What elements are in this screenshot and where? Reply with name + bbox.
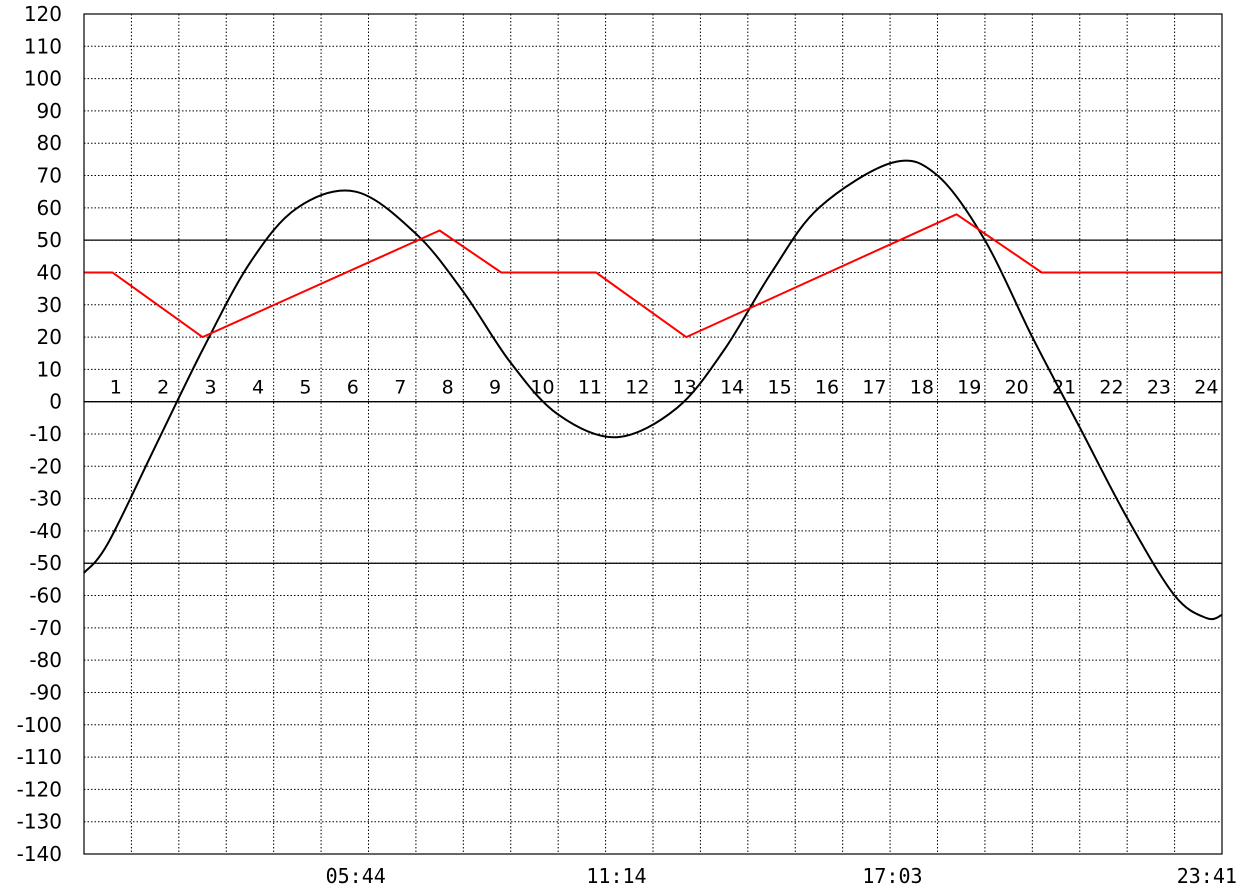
y-tick-label: 20 [37, 325, 62, 349]
time-label: 17:03 [862, 864, 922, 888]
y-tick-label: -130 [17, 810, 62, 834]
hour-labels: 1 2 3 4 5 6 7 8 9 10 11 12 13 14 15 16 17 18 19 20 21 22 23 24 [110, 377, 1219, 399]
hour-label: 9 [489, 377, 501, 399]
hour-label: 24 [1194, 377, 1218, 399]
series-layer [83, 159, 1223, 621]
y-tick-label: 110 [24, 34, 62, 58]
hour-label: 23 [1147, 377, 1171, 399]
hour-label: 16 [815, 377, 839, 399]
hour-label: 15 [768, 377, 792, 399]
hour-label: 17 [862, 377, 886, 399]
y-tick-label: -80 [29, 648, 62, 672]
plot-frame [83, 13, 1223, 855]
y-tick-label: 0 [49, 390, 62, 414]
hour-label: 19 [957, 377, 981, 399]
y-tick-label: -100 [17, 713, 62, 737]
hour-label: 22 [1099, 377, 1123, 399]
y-tick-label: -120 [17, 777, 62, 801]
hour-label: 6 [347, 377, 359, 399]
hour-label: 13 [673, 377, 697, 399]
y-tick-label: 60 [37, 196, 62, 220]
hour-label: 5 [299, 377, 311, 399]
y-tick-label: -60 [29, 584, 62, 608]
y-tick-label: -140 [17, 842, 62, 866]
grid-lines [84, 14, 1222, 854]
hour-label: 8 [442, 377, 454, 399]
y-tick-label: 10 [37, 357, 62, 381]
hour-label: 18 [910, 377, 934, 399]
time-labels: 05:44 11:14 17:03 23:41 [326, 864, 1237, 888]
y-tick-label: -90 [29, 680, 62, 704]
hour-label: 3 [205, 377, 217, 399]
hour-label: 7 [394, 377, 406, 399]
y-tick-label: 90 [37, 99, 62, 123]
y-tick-label: 70 [37, 164, 62, 188]
time-label: 23:41 [1177, 864, 1237, 888]
hour-label: 20 [1005, 377, 1029, 399]
hour-label: 21 [1052, 377, 1076, 399]
series-line-2 [84, 213, 1222, 339]
hour-label: 11 [578, 377, 602, 399]
y-tick-label: 100 [24, 67, 62, 91]
hour-label: 12 [625, 377, 649, 399]
y-tick-label: 120 [24, 2, 62, 26]
y-tick-label: 50 [37, 228, 62, 252]
y-tick-labels: 1201101009080706050403020100-10-20-30-40… [17, 2, 62, 866]
time-label: 05:44 [326, 864, 386, 888]
hour-label: 4 [252, 377, 264, 399]
hour-label: 1 [110, 377, 122, 399]
y-tick-label: -10 [29, 422, 62, 446]
y-tick-label: 40 [37, 260, 62, 284]
y-tick-label: -30 [29, 487, 62, 511]
hour-label: 2 [157, 377, 169, 399]
y-tick-label: -50 [29, 551, 62, 575]
y-tick-label: -110 [17, 745, 62, 769]
y-tick-label: -20 [29, 454, 62, 478]
time-label: 11:14 [586, 864, 646, 888]
y-tick-label: -40 [29, 519, 62, 543]
series-line-1 [83, 159, 1223, 621]
hour-label: 14 [720, 377, 744, 399]
y-tick-label: 80 [37, 131, 62, 155]
y-tick-label: 30 [37, 293, 62, 317]
reference-lines [84, 239, 1222, 564]
y-tick-label: -70 [29, 616, 62, 640]
hour-label: 10 [530, 377, 554, 399]
